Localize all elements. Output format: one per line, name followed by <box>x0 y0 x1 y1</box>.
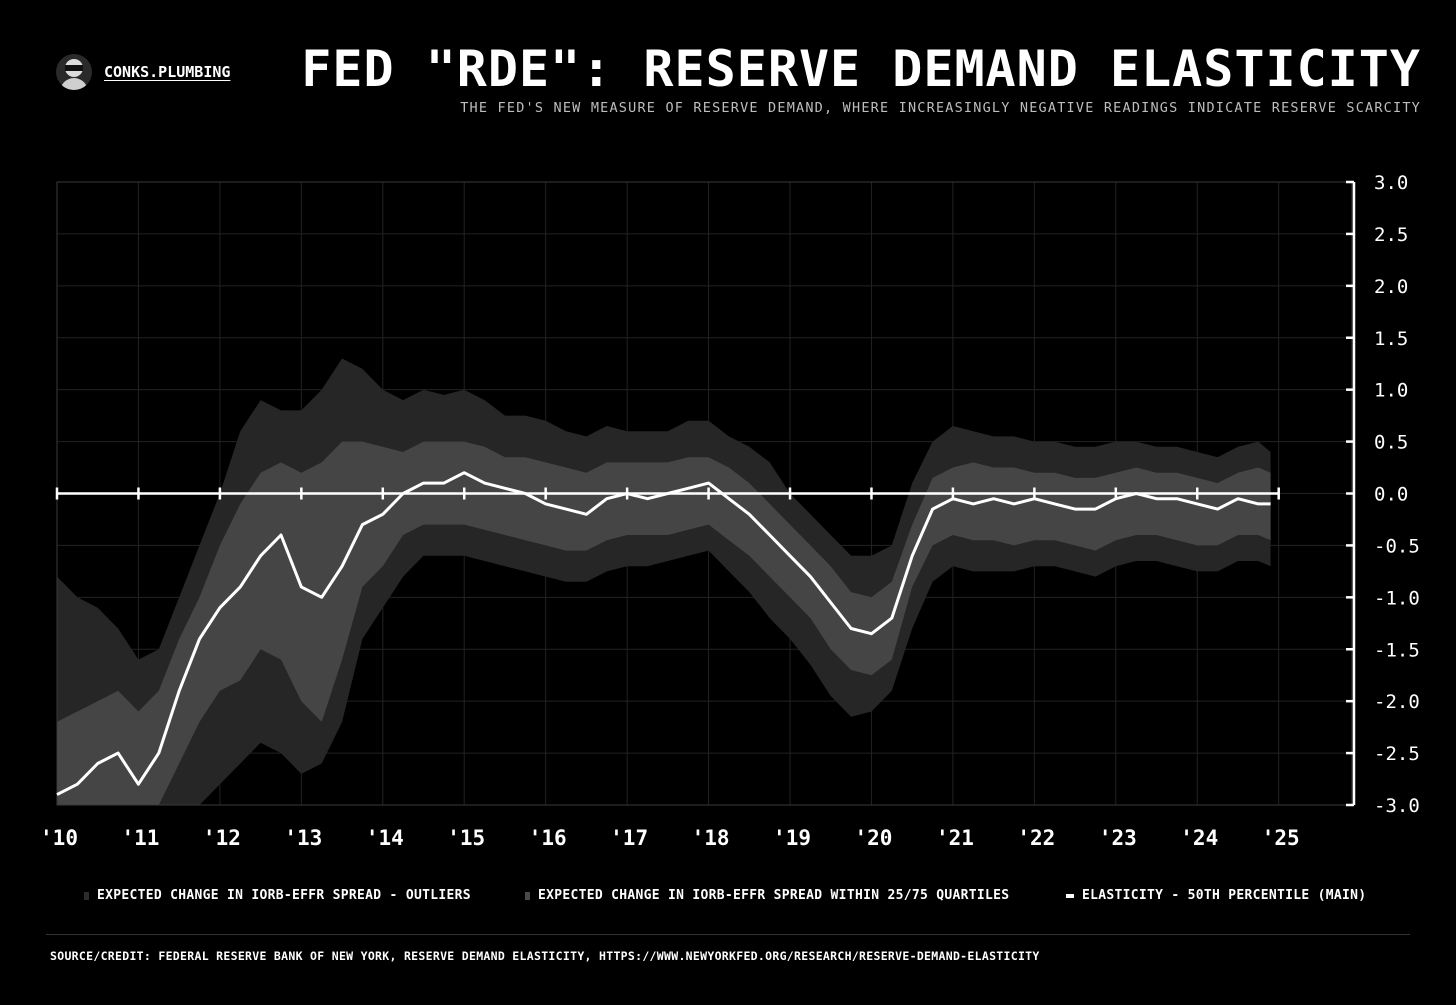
y-tick-label: -3.0 <box>1374 795 1420 817</box>
chart-title: FED "RDE": RESERVE DEMAND ELASTICITY <box>301 40 1421 98</box>
x-tick-label: '25 <box>1262 826 1300 850</box>
legend-item-quartiles: EXPECTED CHANGE IN IORB-EFFR SPREAD WITH… <box>525 888 1009 903</box>
x-tick-label: '14 <box>366 826 404 850</box>
legend-swatch-median <box>1066 893 1074 898</box>
source-credit: SOURCE/CREDIT: FEDERAL RESERVE BANK OF N… <box>50 949 1040 963</box>
x-tick-label: '24 <box>1180 826 1218 850</box>
y-tick-label: 0.5 <box>1374 432 1408 454</box>
legend-item-outliers: EXPECTED CHANGE IN IORB-EFFR SPREAD - OU… <box>84 888 471 903</box>
y-tick-label: 3.0 <box>1374 172 1408 194</box>
y-tick-label: -2.0 <box>1374 691 1420 713</box>
ninja-avatar-icon <box>56 54 92 90</box>
x-tick-label: '12 <box>203 826 241 850</box>
x-tick-label: '18 <box>692 826 730 850</box>
y-tick-label: -2.5 <box>1374 743 1420 765</box>
footer-divider <box>46 934 1410 935</box>
x-tick-label: '23 <box>1099 826 1137 850</box>
x-tick-label: '20 <box>854 826 892 850</box>
brand-name[interactable]: CONKS.PLUMBING <box>104 63 231 81</box>
y-tick-label: -1.5 <box>1374 639 1420 661</box>
y-tick-label: -1.0 <box>1374 587 1420 609</box>
x-tick-label: '10 <box>40 826 78 850</box>
legend-label-outliers: EXPECTED CHANGE IN IORB-EFFR SPREAD - OU… <box>97 888 471 903</box>
x-tick-label: '11 <box>121 826 159 850</box>
legend-label-quartiles: EXPECTED CHANGE IN IORB-EFFR SPREAD WITH… <box>538 888 1010 903</box>
y-tick-label: 2.0 <box>1374 276 1408 298</box>
y-tick-label: 1.5 <box>1374 328 1408 350</box>
x-tick-label: '15 <box>447 826 485 850</box>
x-tick-label: '13 <box>284 826 322 850</box>
x-tick-label: '16 <box>529 826 567 850</box>
y-tick-label: 1.0 <box>1374 380 1408 402</box>
legend-swatch-outliers <box>84 891 89 900</box>
median-line <box>56 471 1271 796</box>
x-tick-label: '19 <box>773 826 811 850</box>
legend-label-median: ELASTICITY - 50TH PERCENTILE (MAIN) <box>1082 888 1367 903</box>
chart-subtitle: THE FED'S NEW MEASURE OF RESERVE DEMAND,… <box>460 100 1421 116</box>
brand[interactable]: CONKS.PLUMBING <box>56 54 230 90</box>
x-tick-label: '17 <box>610 826 648 850</box>
rde-chart: 3.0 2.5 2.0 1.5 1.0 0.5 0.0 -0.5 -1.0 -1.5 -2.0 -2.… <box>40 172 1420 850</box>
x-tick-label: '22 <box>1017 826 1055 850</box>
quartile-band <box>57 441 1271 805</box>
y-tick-label: 2.5 <box>1374 224 1408 246</box>
legend-swatch-quartiles <box>525 891 530 900</box>
legend-item-median: ELASTICITY - 50TH PERCENTILE (MAIN) <box>1066 888 1366 903</box>
y-tick-label: 0.0 <box>1374 484 1408 506</box>
x-tick-label: '21 <box>936 826 974 850</box>
y-tick-label: -0.5 <box>1374 535 1420 557</box>
